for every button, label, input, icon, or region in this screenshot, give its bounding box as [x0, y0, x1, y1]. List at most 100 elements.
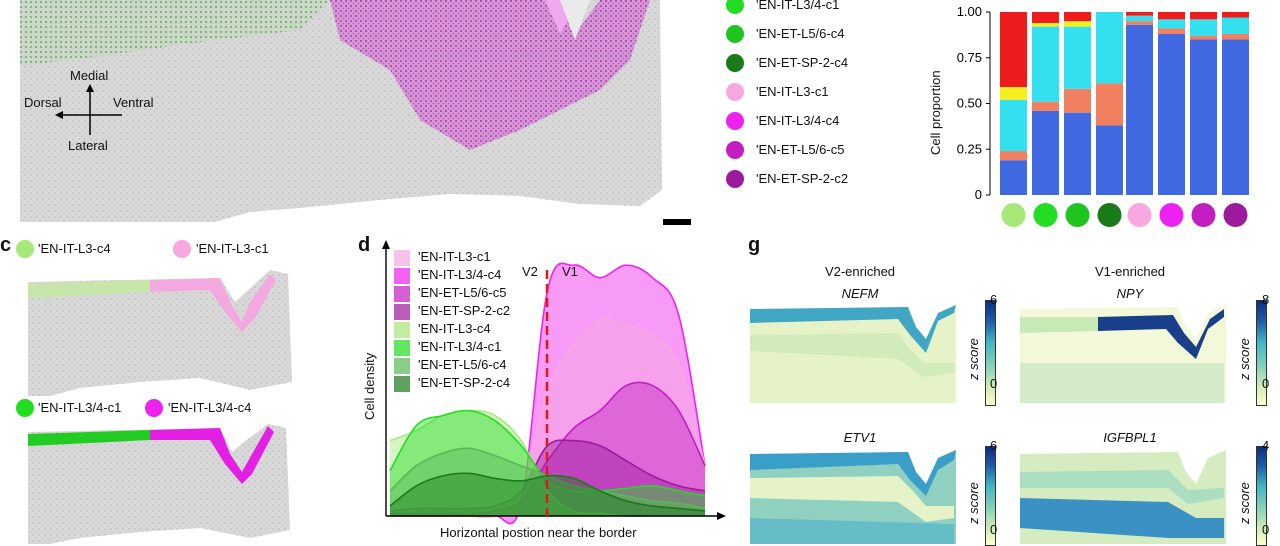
panel-c-letter: c [0, 234, 12, 256]
legend-label: 'EN-IT-L3/4-c4 [168, 400, 252, 415]
v1-magenta-band [330, 0, 650, 150]
legend-dot [726, 112, 744, 130]
panel-a-legend: 'EN-IT-L3/4-c1 'EN-ET-L5/6-c4 'EN-ET-SP-2-… [726, 0, 926, 190]
legend-dot-en-it-l3-4-c1 [16, 399, 34, 417]
marker-v1: V1 [562, 264, 578, 279]
legend-label: 'EN-ET-L5/6-c4 [756, 26, 845, 41]
density-area [390, 410, 705, 516]
panel-g-letter: g [748, 234, 761, 256]
density-ylabel: Cell density [362, 352, 377, 420]
zscore-label: z score [1237, 482, 1252, 524]
density-area [390, 382, 705, 516]
density-legend-label: 'EN-ET-SP-2-c4 [418, 375, 511, 390]
bar-category-dot [1191, 203, 1216, 227]
gene-title-npy: NPY [1116, 286, 1144, 301]
v1-enriched-title: V1-enriched [1094, 264, 1166, 279]
legend-label: 'EN-ET-SP-2-c4 [756, 55, 849, 70]
cb-min-igfbpl1: 0 [1262, 522, 1270, 537]
bar-segment [1158, 19, 1185, 29]
bar-segment [1158, 12, 1185, 20]
bar-segment [1032, 22, 1059, 27]
bar-segment [1096, 83, 1123, 126]
bar-segment [1032, 26, 1059, 102]
legend-label: 'EN-IT-L3-c4 [38, 241, 111, 256]
bar-segment [1032, 101, 1059, 111]
zscore-map-igfbpl1 [1020, 450, 1226, 544]
cb-max-igfbpl1: 4 [1262, 438, 1270, 453]
bar-segment [1222, 12, 1249, 18]
bar-segment [1000, 87, 1027, 100]
density-legend-label: 'EN-IT-L3-c4 [418, 321, 491, 336]
bar-segment [1222, 33, 1249, 40]
panel-a-tissue-map [20, 0, 691, 225]
bar-segment [1064, 12, 1091, 22]
bar-category-dot [1127, 203, 1152, 227]
panel-c-top-tissue [28, 270, 292, 396]
cb-max-etv1: 6 [990, 438, 998, 453]
density-area [390, 440, 705, 516]
legend-label: 'EN-IT-L3-c1 [196, 241, 269, 256]
bar-segment [1096, 125, 1123, 195]
bar-segment [1190, 12, 1217, 20]
legend-label: 'EN-IT-L3/4-c4 [756, 113, 840, 128]
density-legend-swatch [394, 304, 410, 320]
bar-segment [1222, 39, 1249, 196]
legend-dot-en-it-l3-4-c4 [145, 399, 163, 417]
legend-dot [726, 0, 744, 14]
legend-label: 'EN-IT-L3/4-c1 [38, 400, 122, 415]
bar-segment [1000, 99, 1027, 152]
density-legend-label: 'EN-ET-SP-2-c2 [418, 303, 511, 318]
legend-dot [726, 170, 744, 188]
scale-bar [663, 219, 691, 225]
orientation-ventral: Ventral [113, 95, 154, 110]
bar-category-dot [1159, 203, 1184, 227]
bar-y-tick-label: 0.75 [957, 50, 982, 65]
density-line [389, 472, 706, 512]
bar-category-dot [1065, 203, 1090, 227]
density-legend-label: 'EN-IT-L3/4-c4 [418, 267, 502, 282]
density-legend-label: 'EN-IT-L3-c1 [418, 249, 491, 264]
zscore-label: z score [1237, 338, 1252, 380]
gene-title-etv1: ETV1 [843, 430, 877, 445]
cb-min-etv1: 0 [990, 522, 998, 537]
bar-segment [1000, 12, 1027, 88]
bar-segment [1126, 21, 1153, 25]
density-xlabel: Horizontal postion near the border [440, 525, 637, 540]
bar-segment [1064, 88, 1091, 113]
density-legend-swatch [394, 340, 410, 356]
density-legend: 'EN-IT-L3-c1 'EN-IT-L3/4-c4 'EN-ET-L5/6-c5… [394, 249, 544, 400]
legend-label: 'EN-ET-L5/6-c5 [756, 142, 845, 157]
cb-max-npy: 8 [1262, 292, 1270, 307]
orientation-compass [55, 84, 122, 135]
bar-category-dot [1097, 203, 1122, 227]
bar-segment [1064, 21, 1091, 27]
colorbar-nefm [985, 300, 996, 406]
bar-segment [1126, 15, 1153, 22]
density-y-arrow [382, 240, 390, 249]
density-area [390, 410, 705, 517]
bar-segment [1064, 112, 1091, 195]
legend-label: 'EN-ET-SP-2-c2 [756, 171, 849, 186]
marker-v2: V2 [522, 264, 538, 279]
bar-category-dot [1033, 203, 1058, 227]
legend-dot [726, 141, 744, 159]
legend-label: 'EN-IT-L3-c1 [756, 84, 829, 99]
v2-enriched-title: V2-enriched [824, 264, 896, 279]
stacked-bar-chart: 0 0.25 0.50 0.75 1.00 [957, 4, 1249, 227]
bar-segment [1000, 151, 1027, 161]
bar-segment [1190, 39, 1217, 196]
legend-dot [726, 25, 744, 43]
bar-segment [1158, 33, 1185, 196]
bar-segment [1096, 12, 1123, 84]
panel-d-letter: d [358, 234, 371, 256]
colorbar-npy [1256, 300, 1267, 406]
bar-y-tick-label: 0 [975, 187, 982, 202]
bar-y-tick-label: 0.25 [957, 141, 982, 156]
bar-category-dot [1223, 203, 1248, 227]
density-legend-label: 'EN-ET-L5/6-c4 [418, 357, 507, 372]
bar-y-tick-label: 1.00 [957, 4, 982, 19]
zscore-label: z score [966, 338, 981, 380]
density-legend-swatch [394, 358, 410, 374]
legend-dot-en-it-l3-c4 [16, 240, 34, 258]
density-legend-label: 'EN-IT-L3/4-c1 [418, 339, 502, 354]
